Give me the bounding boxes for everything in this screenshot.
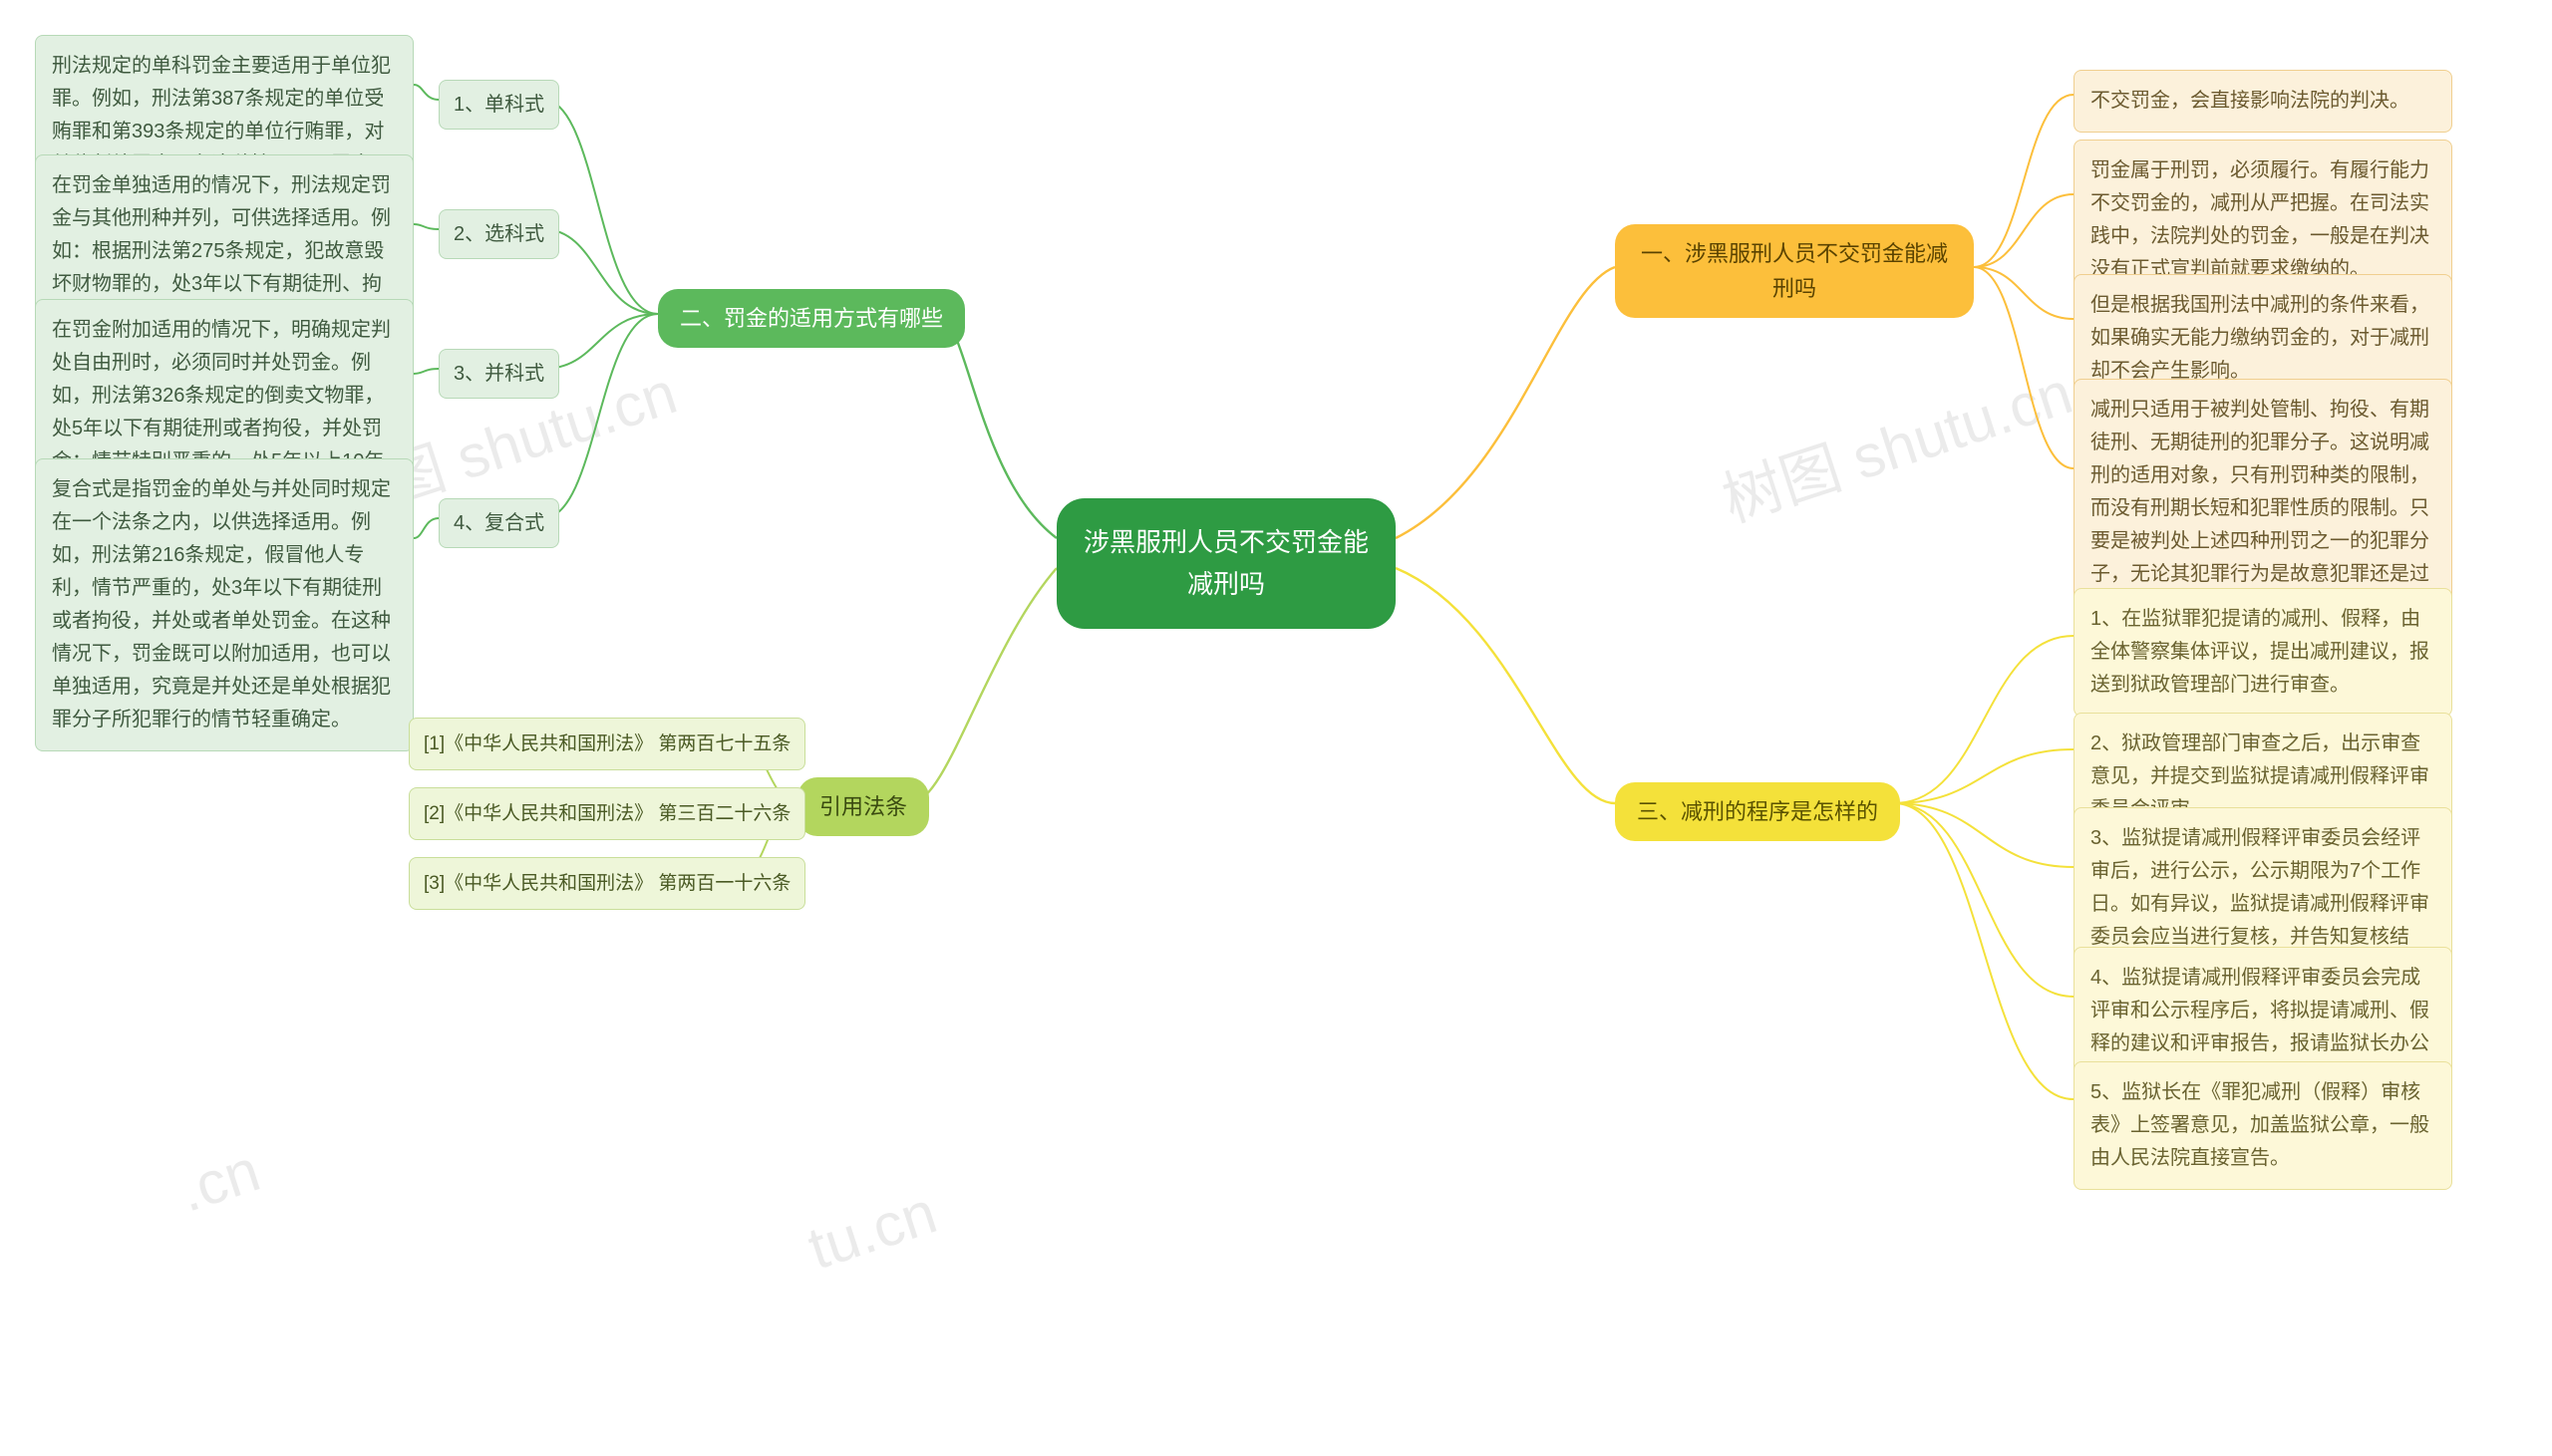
branch-3-leaf-5: 5、监狱长在《罪犯减刑（假释）审核表》上签署意见，加盖监狱公章，一般由人民法院直…	[2074, 1061, 2452, 1190]
branch-2-sub-4: 4、复合式	[439, 498, 559, 548]
watermark: .cn	[170, 1135, 267, 1225]
branch-1: 一、涉黑服刑人员不交罚金能减刑吗	[1615, 224, 1974, 318]
branch-3-leaf-1: 1、在监狱罪犯提请的减刑、假释，由全体警察集体评议，提出减刑建议，报送到狱政管理…	[2074, 588, 2452, 717]
branch-2-leaf-4: 复合式是指罚金的单处与并处同时规定在一个法条之内，以供选择适用。例如，刑法第21…	[35, 458, 414, 751]
branch-3: 三、减刑的程序是怎样的	[1615, 782, 1900, 841]
branch-4-leaf-3: [3]《中华人民共和国刑法》 第两百一十六条	[409, 857, 805, 910]
branch-4: 引用法条	[798, 777, 929, 836]
watermark: 树图 shutu.cn	[1710, 345, 2081, 539]
branch-4-leaf-2: [2]《中华人民共和国刑法》 第三百二十六条	[409, 787, 805, 840]
branch-2-sub-1: 1、单科式	[439, 80, 559, 130]
branch-2-sub-3: 3、并科式	[439, 349, 559, 399]
branch-1-leaf-1: 不交罚金，会直接影响法院的判决。	[2074, 70, 2452, 133]
watermark: tu.cn	[800, 1178, 945, 1284]
branch-2-sub-2: 2、选科式	[439, 209, 559, 259]
branch-4-leaf-1: [1]《中华人民共和国刑法》 第两百七十五条	[409, 718, 805, 770]
center-topic: 涉黑服刑人员不交罚金能减刑吗	[1057, 498, 1396, 629]
branch-2: 二、罚金的适用方式有哪些	[658, 289, 965, 348]
